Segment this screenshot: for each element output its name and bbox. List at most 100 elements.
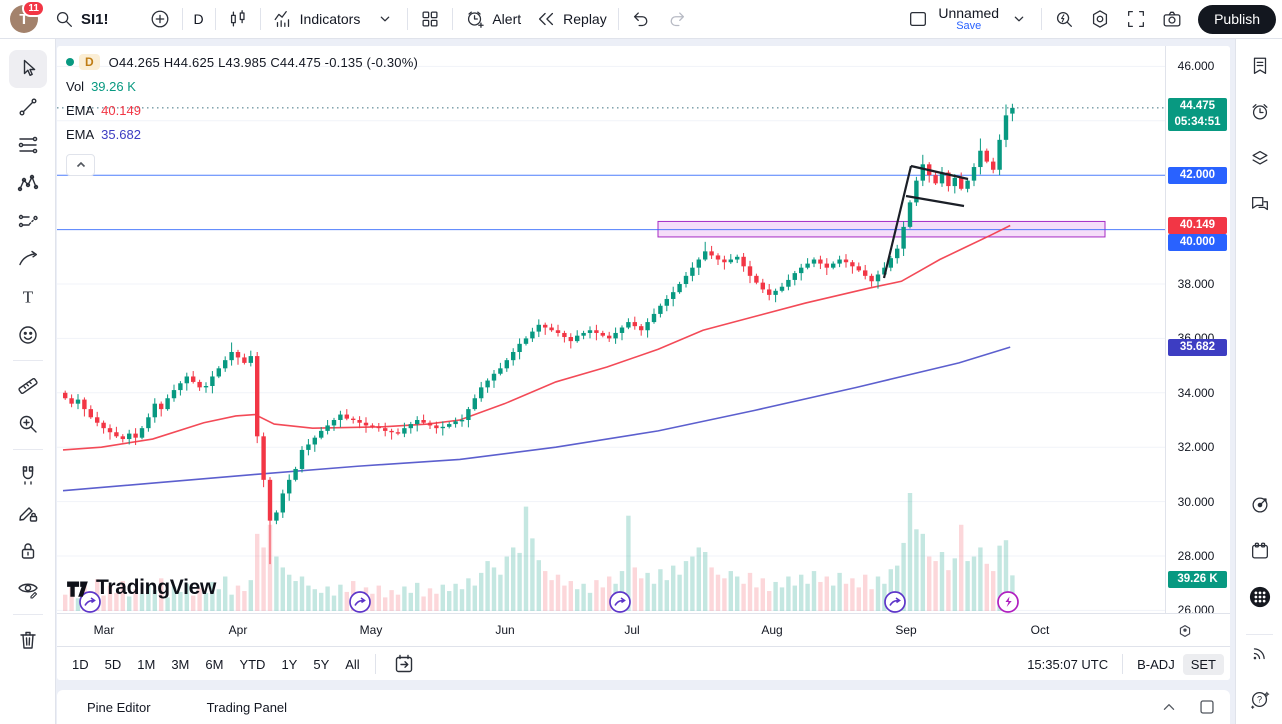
candle-body — [888, 258, 893, 268]
clock[interactable]: 15:35:07 UTC — [1027, 656, 1109, 672]
calendar-button[interactable] — [1243, 534, 1277, 568]
indicator-templates-arrow[interactable] — [367, 4, 403, 34]
pine-editor-tab[interactable]: Pine Editor — [81, 699, 157, 716]
maximize-panel-icon[interactable] — [1196, 696, 1218, 718]
chart-settings-button[interactable] — [1082, 4, 1118, 34]
candle-body — [914, 180, 919, 203]
chat-button[interactable] — [1243, 187, 1277, 221]
volume-bar — [223, 576, 228, 611]
object-tree-button[interactable] — [1243, 141, 1277, 175]
alert-button[interactable]: Alert — [457, 4, 528, 34]
trend-line-drawing[interactable] — [905, 194, 965, 208]
broadcast-button[interactable] — [1243, 636, 1277, 670]
chart-style-button[interactable] — [220, 4, 256, 34]
ema-fast-label[interactable]: EMA — [66, 102, 95, 118]
trend-line-drawing[interactable] — [882, 165, 913, 279]
interval-chip[interactable]: D — [79, 54, 100, 70]
help-button[interactable]: ? — [1243, 682, 1277, 716]
candle-body — [863, 270, 868, 276]
axis-settings-icon[interactable] — [1175, 621, 1195, 641]
lock-all-tool[interactable] — [9, 532, 47, 570]
candle-body — [959, 177, 964, 189]
ruler-tool[interactable] — [9, 367, 47, 405]
fullscreen-button[interactable] — [1118, 4, 1154, 34]
ema-slow-line[interactable] — [62, 346, 1011, 492]
ema-slow-label[interactable]: EMA — [66, 126, 95, 142]
redo-button[interactable] — [659, 4, 695, 34]
remove-objects-tool[interactable] — [9, 621, 47, 659]
candle-body — [581, 332, 586, 336]
fib-retracement-tool[interactable] — [9, 126, 47, 164]
forecast-tool[interactable] — [9, 202, 47, 240]
contract-rollover-marker[interactable] — [79, 591, 101, 613]
candle-body — [133, 433, 138, 438]
compare-add-button[interactable] — [142, 4, 178, 34]
range-6m-button[interactable]: 6M — [198, 654, 230, 675]
legend-collapse-button[interactable] — [66, 154, 95, 176]
contract-rollover-marker[interactable] — [884, 591, 906, 613]
chart-canvas[interactable] — [57, 46, 1165, 613]
interval-button[interactable]: D — [187, 4, 211, 34]
current-contract-marker[interactable] — [997, 591, 1019, 613]
drawing-lock-tool[interactable] — [9, 494, 47, 532]
trend-line-tool[interactable] — [9, 88, 47, 126]
watchlist-button[interactable] — [1243, 49, 1277, 83]
contract-rollover-marker[interactable] — [349, 591, 371, 613]
candle-body — [677, 284, 682, 293]
price-axis[interactable]: 46.00038.00036.00034.00032.00030.00028.0… — [1165, 46, 1230, 617]
hide-drawings-tool[interactable] — [9, 570, 47, 608]
magnet-icon — [22, 466, 33, 485]
magnet-tool[interactable] — [9, 456, 47, 494]
volume-study-label[interactable]: Vol — [66, 78, 85, 94]
range-ytd-button[interactable]: YTD — [232, 654, 272, 675]
trend-line-drawing[interactable] — [910, 164, 969, 181]
ema-fast-line[interactable] — [62, 224, 1011, 451]
candle-body — [479, 387, 484, 399]
replay-button[interactable]: Replay — [528, 4, 614, 34]
apps-menu-button[interactable] — [1243, 580, 1277, 614]
candle-body — [971, 167, 977, 181]
screener-button[interactable] — [1243, 488, 1277, 522]
user-avatar[interactable]: T 11 — [10, 0, 45, 33]
trading-panel-tab[interactable]: Trading Panel — [201, 699, 293, 716]
range-all-button[interactable]: All — [338, 654, 366, 675]
range-1m-button[interactable]: 1M — [130, 654, 162, 675]
quick-search-button[interactable] — [1046, 4, 1082, 34]
adjustment-toggle[interactable]: B-ADJ — [1137, 656, 1175, 672]
candle-body — [850, 262, 855, 267]
time-tick-label: Apr — [228, 623, 248, 637]
avatar-letter: T — [19, 10, 29, 28]
xabcd-pattern-tool[interactable] — [9, 164, 47, 202]
save-link[interactable]: Save — [956, 19, 982, 32]
goto-date-button[interactable] — [392, 652, 416, 676]
volume-bar — [447, 591, 452, 611]
alerts-button[interactable] — [1243, 95, 1277, 129]
expand-panel-icon[interactable] — [1158, 696, 1180, 718]
alert-label: Alert — [492, 11, 522, 27]
gear-icon — [1089, 8, 1111, 30]
indicators-button[interactable]: Indicators — [265, 4, 368, 34]
undo-button[interactable] — [623, 4, 659, 34]
range-1y-button[interactable]: 1Y — [274, 654, 304, 675]
range-5d-button[interactable]: 5D — [98, 654, 129, 675]
time-axis[interactable]: Mar Apr May Jun Jul Aug Sep Oct — [57, 613, 1230, 647]
snapshot-button[interactable] — [1154, 4, 1190, 34]
volume-bar — [760, 578, 765, 611]
brush-tool[interactable] — [9, 240, 47, 278]
emoji-tool[interactable] — [9, 316, 47, 354]
contract-rollover-marker[interactable] — [609, 591, 631, 613]
layout-name-button[interactable]: Unnamed Save — [938, 6, 999, 32]
session-toggle[interactable]: SET — [1182, 653, 1224, 675]
layout-menu-arrow[interactable] — [1001, 4, 1037, 34]
zoom-in-tool[interactable] — [9, 405, 47, 443]
text-tool-tool[interactable]: T — [9, 278, 47, 316]
range-3m-button[interactable]: 3M — [164, 654, 196, 675]
cursor-tool[interactable] — [8, 50, 47, 88]
volume-bar — [133, 589, 138, 611]
symbol-search-button[interactable]: SI1! — [46, 4, 116, 34]
layout-select-button[interactable] — [900, 4, 936, 34]
publish-button[interactable]: Publish — [1198, 4, 1276, 34]
range-5y-button[interactable]: 5Y — [306, 654, 336, 675]
multichart-layout-button[interactable] — [412, 4, 448, 34]
range-1d-button[interactable]: 1D — [65, 654, 96, 675]
